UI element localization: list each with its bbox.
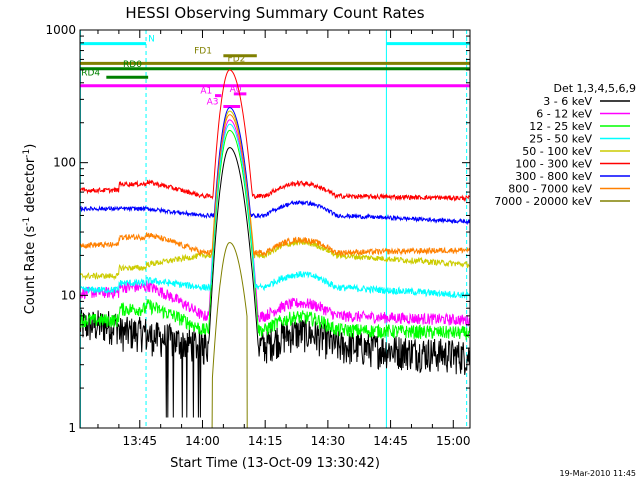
series-line-0: [79, 147, 471, 418]
plot-frame: [79, 29, 471, 429]
flag-label-rd4: RD4: [81, 68, 100, 78]
legend-label-4: 50 - 100 keV: [522, 145, 592, 158]
series-line-2: [79, 129, 471, 341]
legend-label-3: 25 - 50 keV: [529, 133, 592, 146]
series-line-6: [79, 107, 471, 226]
y-tick-label-1: 10: [61, 288, 76, 302]
x-tick-label-5: 15:00: [436, 434, 471, 448]
legend-label-6: 300 - 800 keV: [515, 170, 592, 183]
chart-title: HESSI Observing Summary Count Rates: [125, 4, 424, 22]
series-line-1: [79, 119, 471, 327]
axis-ticks: 13:45 14:00 14:15 14:30 14:45 15:00 1 10 100 1000: [45, 23, 470, 448]
x-tick-label-2: 14:15: [248, 434, 283, 448]
y-axis-label: Count Rate (s-1 detector-1): [22, 144, 38, 315]
legend-label-7: 800 - 7000 keV: [508, 183, 592, 196]
legend-label-5: 100 - 300 keV: [515, 158, 592, 171]
flag-label-rd0: RD0: [123, 60, 142, 70]
series-line-7: [79, 114, 471, 257]
series-line-8: [211, 242, 248, 429]
flag-label-n: N: [148, 35, 155, 45]
legend-label-1: 6 - 12 keV: [536, 108, 592, 121]
x-axis-label: Start Time (13-Oct-09 13:30:42): [170, 456, 380, 471]
series-line-5: [79, 69, 470, 202]
flag-label-fd2: FD2: [228, 54, 246, 64]
legend-label-8: 7000 - 20000 keV: [494, 195, 592, 208]
legend-label-0: 3 - 6 keV: [543, 95, 592, 108]
generation-timestamp: 19-Mar-2010 11:45: [560, 469, 637, 478]
y-tick-label-2: 100: [53, 156, 76, 170]
y-tick-label-0: 1: [68, 421, 76, 435]
series-line-3: [79, 123, 471, 299]
flag-label-a0: A0: [230, 85, 242, 95]
flag-label-fd1: FD1: [194, 47, 212, 57]
x-tick-label-1: 14:00: [185, 434, 220, 448]
legend-label-2: 12 - 25 keV: [529, 120, 592, 133]
y-tick-label-3: 1000: [45, 23, 76, 37]
flag-label-a3: A3: [207, 98, 219, 108]
legend-title: Det 1,3,4,5,6,9: [553, 82, 636, 95]
flag-label-a1: A1: [200, 87, 212, 97]
x-tick-label-3: 14:30: [311, 434, 346, 448]
x-tick-label-4: 14:45: [373, 434, 408, 448]
x-tick-label-0: 13:45: [122, 434, 157, 448]
plot-data-layer: N FD1 FD2 RD0 RD4 A1 A0 A3: [79, 30, 471, 429]
